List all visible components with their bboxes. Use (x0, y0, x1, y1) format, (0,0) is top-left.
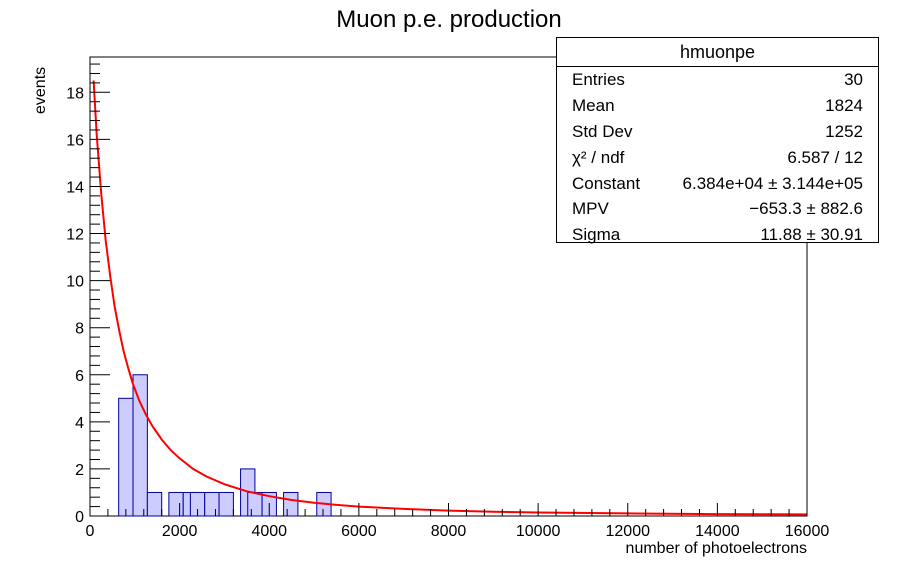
stats-label: Sigma (572, 225, 621, 245)
y-tick-label: 10 (66, 274, 84, 291)
x-tick-label: 0 (86, 523, 95, 540)
y-tick-label: 2 (75, 462, 84, 479)
y-tick-label: 4 (75, 415, 84, 432)
stats-row: Constant 6.384e+04 ± 3.144e+05 (557, 171, 878, 197)
stats-rows: Entries 30 Mean 1824 Std Dev 1252 χ² / ndf 6.58… (557, 67, 878, 248)
stats-label: Std Dev (572, 121, 633, 141)
stats-value: −653.3 ± 882.6 (749, 199, 863, 219)
stats-value: 6.587 / 12 (787, 147, 863, 167)
stats-label: χ² / ndf (572, 147, 625, 167)
fit-curve (92, 80, 808, 516)
x-tick-label: 10000 (516, 523, 561, 540)
stats-value: 11.88 ± 30.91 (760, 225, 863, 245)
stats-row: Mean 1824 (557, 93, 878, 119)
stats-label: Mean (572, 95, 615, 115)
stats-row: MPV −653.3 ± 882.6 (557, 196, 878, 222)
stats-row: Sigma 11.88 ± 30.91 (557, 222, 878, 248)
y-tick-label: 12 (66, 227, 84, 244)
y-tick-label: 8 (75, 321, 84, 338)
stats-value: 1824 (825, 95, 863, 115)
y-tick-label: 16 (66, 132, 84, 149)
histogram-bin-11 (283, 491, 299, 517)
histogram-bin-6 (204, 491, 220, 517)
stats-row: Entries 30 (557, 67, 878, 93)
stats-value: 30 (844, 70, 863, 89)
stats-row: χ² / ndf 6.587 / 12 (557, 145, 878, 171)
stats-value: 1252 (825, 121, 863, 141)
x-tick-label: 16000 (785, 523, 830, 540)
stats-row: Std Dev 1252 (557, 119, 878, 145)
chart-title: Muon p.e. production (336, 6, 561, 33)
x-tick-label: 14000 (695, 523, 740, 540)
x-tick-label: 6000 (341, 523, 377, 540)
y-tick-label: 6 (75, 368, 84, 385)
histogram-bin-2 (146, 491, 163, 517)
x-tick-label: 2000 (162, 523, 198, 540)
stats-value: 6.384e+04 ± 3.144e+05 (682, 173, 863, 193)
histogram-bin-0 (118, 397, 134, 517)
stats-box: hmuonpe Entries 30 Mean 1824 Std Dev 1252 χ² /… (556, 37, 879, 244)
stats-label: Constant (572, 173, 641, 193)
x-axis-label: number of photoelectrons (626, 540, 807, 557)
histogram-bin-3 (168, 491, 184, 517)
stats-label: MPV (572, 199, 609, 219)
histogram-bin-1 (132, 374, 148, 517)
stats-title: hmuonpe (557, 38, 878, 67)
x-tick-label: 4000 (251, 523, 287, 540)
y-tick-label: 18 (66, 85, 84, 102)
x-tick-label: 12000 (606, 523, 651, 540)
histogram-bin-7 (218, 491, 234, 517)
y-tick-label: 0 (75, 509, 84, 526)
x-tick-label: 8000 (431, 523, 467, 540)
y-axis-label: events (32, 67, 49, 114)
histogram-bin-9 (247, 491, 263, 517)
stats-label: Entries (572, 70, 625, 89)
y-tick-label: 14 (66, 179, 84, 196)
